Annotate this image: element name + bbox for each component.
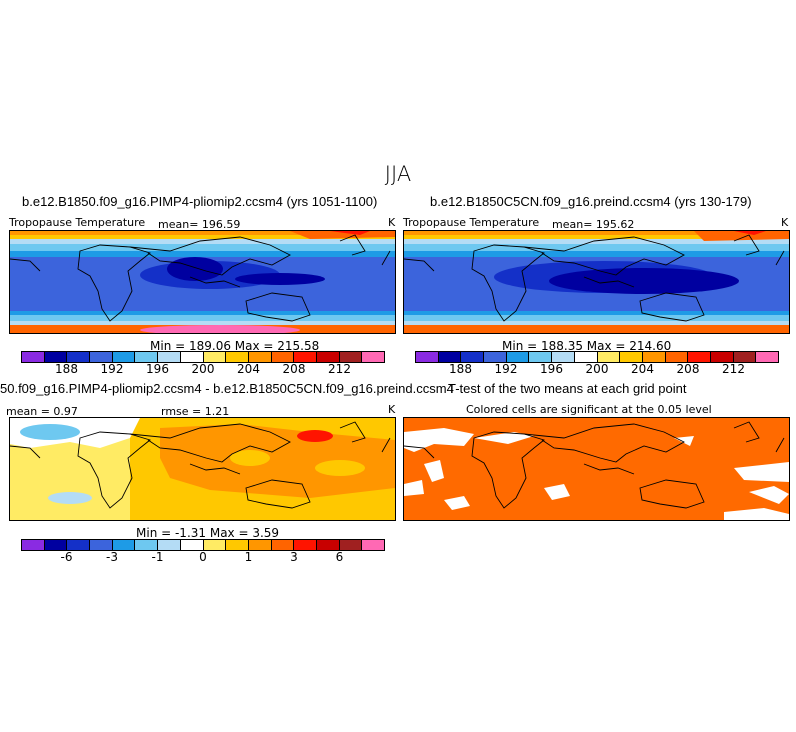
colorbar-2-tick-label: 200	[585, 362, 609, 376]
colorbar-2-swatch	[552, 352, 575, 362]
panel3-mean: mean = 0.97	[6, 405, 78, 418]
colorbar-2-swatch	[484, 352, 507, 362]
colorbar-3-swatch	[248, 540, 272, 550]
colorbar-3-swatch	[294, 540, 317, 550]
panel3-units: K	[388, 403, 396, 416]
colorbar-2-swatch	[506, 352, 530, 362]
colorbar-2-swatch	[529, 352, 553, 362]
panel2-variable: Tropopause Temperature	[403, 216, 540, 229]
colorbar-2-swatch	[597, 352, 621, 362]
colorbar-2-swatch	[710, 352, 734, 362]
colorbar-1-swatch	[67, 352, 91, 362]
colorbar-3	[21, 539, 385, 551]
colorbar-2-tick-label: 208	[676, 362, 700, 376]
colorbar-3-tick-label: 6	[335, 550, 344, 564]
panel2-mean: mean= 195.62	[552, 218, 635, 231]
colorbar-3-swatch	[271, 540, 295, 550]
panel1-mean: mean= 196.59	[158, 218, 241, 231]
colorbar-1-tick-label: 212	[328, 362, 351, 376]
colorbar-3-tick-label: -1	[151, 550, 164, 564]
panel1-minmax: Min = 189.06 Max = 215.58	[150, 339, 320, 353]
colorbar-3-swatch	[339, 540, 363, 550]
panel2-map	[403, 230, 790, 334]
colorbar-3-swatch	[135, 540, 159, 550]
colorbar-3-ticks: -6 -3 -1 0 1 3 6	[21, 550, 385, 564]
colorbar-2-tick-label: 188	[449, 362, 472, 376]
panel2-title: b.e12.B1850C5CN.f09_g16.preind.ccsm4 (yr…	[430, 194, 752, 209]
colorbar-2-swatch	[756, 352, 778, 362]
colorbar-1	[21, 351, 385, 363]
panel2-minmax: Min = 188.35 Max = 214.60	[502, 339, 672, 353]
colorbar-2-swatch	[438, 352, 462, 362]
colorbar-1-ticks: 188 192 196 200 204 208 212	[21, 362, 385, 376]
colorbar-1-swatch	[158, 352, 181, 362]
colorbar-3-swatch	[22, 540, 45, 550]
colorbar-1-swatch	[226, 352, 249, 362]
colorbar-1-swatch	[362, 352, 384, 362]
colorbar-2-tick-label: 212	[722, 362, 745, 376]
colorbar-3-swatch	[112, 540, 136, 550]
colorbar-3-swatch	[362, 540, 384, 550]
colorbar-2-tick-label: 196	[540, 362, 563, 376]
colorbar-2-ticks: 188 192 196 200 204 208 212	[415, 362, 779, 376]
colorbar-1-swatch	[248, 352, 272, 362]
colorbar-1-swatch	[44, 352, 68, 362]
colorbar-1-swatch	[90, 352, 113, 362]
colorbar-2-swatch	[416, 352, 439, 362]
season-title: JJA	[384, 162, 412, 186]
colorbar-2-tick-label: 204	[631, 362, 654, 376]
colorbar-1-tick-label: 192	[100, 362, 124, 376]
colorbar-1-tick-label: 208	[282, 362, 306, 376]
colorbar-2-swatch	[688, 352, 711, 362]
colorbar-1-swatch	[339, 352, 363, 362]
panel3-rmse: rmse = 1.21	[161, 405, 230, 418]
colorbar-3-swatch	[67, 540, 91, 550]
panel4-title: T-test of the two means at each grid poi…	[448, 381, 687, 396]
colorbar-2-tick-label: 192	[494, 362, 518, 376]
colorbar-3-tick-label: 1	[244, 550, 253, 564]
colorbar-2-swatch	[620, 352, 643, 362]
colorbar-3-swatch	[203, 540, 227, 550]
colorbar-3-tick-label: -6	[60, 550, 73, 564]
colorbar-1-tick-label: 188	[55, 362, 78, 376]
colorbar-2-swatch	[665, 352, 689, 362]
colorbar-1-swatch	[180, 352, 204, 362]
colorbar-3-swatch	[316, 540, 340, 550]
colorbar-3-swatch	[90, 540, 113, 550]
panel4-map	[403, 417, 790, 521]
colorbar-3-swatch	[158, 540, 181, 550]
panel2-units: K	[781, 216, 789, 229]
colorbar-3-swatch	[44, 540, 68, 550]
colorbar-2-swatch	[733, 352, 757, 362]
panel4-subtitle: Colored cells are significant at the 0.0…	[466, 403, 712, 416]
panel1-units: K	[388, 216, 396, 229]
colorbar-3-swatch	[180, 540, 204, 550]
colorbar-3-tick-label: -3	[106, 550, 118, 564]
colorbar-2-swatch	[461, 352, 485, 362]
colorbar-1-swatch	[316, 352, 340, 362]
colorbar-1-swatch	[203, 352, 227, 362]
colorbar-1-swatch	[112, 352, 136, 362]
colorbar-3-tick-label: 3	[290, 550, 298, 564]
colorbar-1-tick-label: 196	[146, 362, 169, 376]
colorbar-1-tick-label: 200	[191, 362, 215, 376]
panel3-minmax: Min = -1.31 Max = 3.59	[136, 526, 280, 540]
colorbar-3-swatch	[226, 540, 249, 550]
panel1-title: b.e12.B1850.f09_g16.PIMP4-pliomip2.ccsm4…	[22, 194, 378, 209]
panel3-title: 50.f09_g16.PIMP4-pliomip2.ccsm4 - b.e12.…	[0, 381, 454, 396]
colorbar-1-swatch	[271, 352, 295, 362]
panel1-map	[9, 230, 396, 334]
panel1-variable: Tropopause Temperature	[9, 216, 146, 229]
colorbar-2	[415, 351, 779, 363]
colorbar-1-tick-label: 204	[237, 362, 260, 376]
colorbar-1-swatch	[135, 352, 159, 362]
colorbar-1-swatch	[294, 352, 317, 362]
colorbar-2-swatch	[574, 352, 598, 362]
colorbar-2-swatch	[642, 352, 666, 362]
colorbar-3-tick-label: 0	[199, 550, 207, 564]
panel3-map	[9, 417, 396, 521]
colorbar-1-swatch	[22, 352, 45, 362]
